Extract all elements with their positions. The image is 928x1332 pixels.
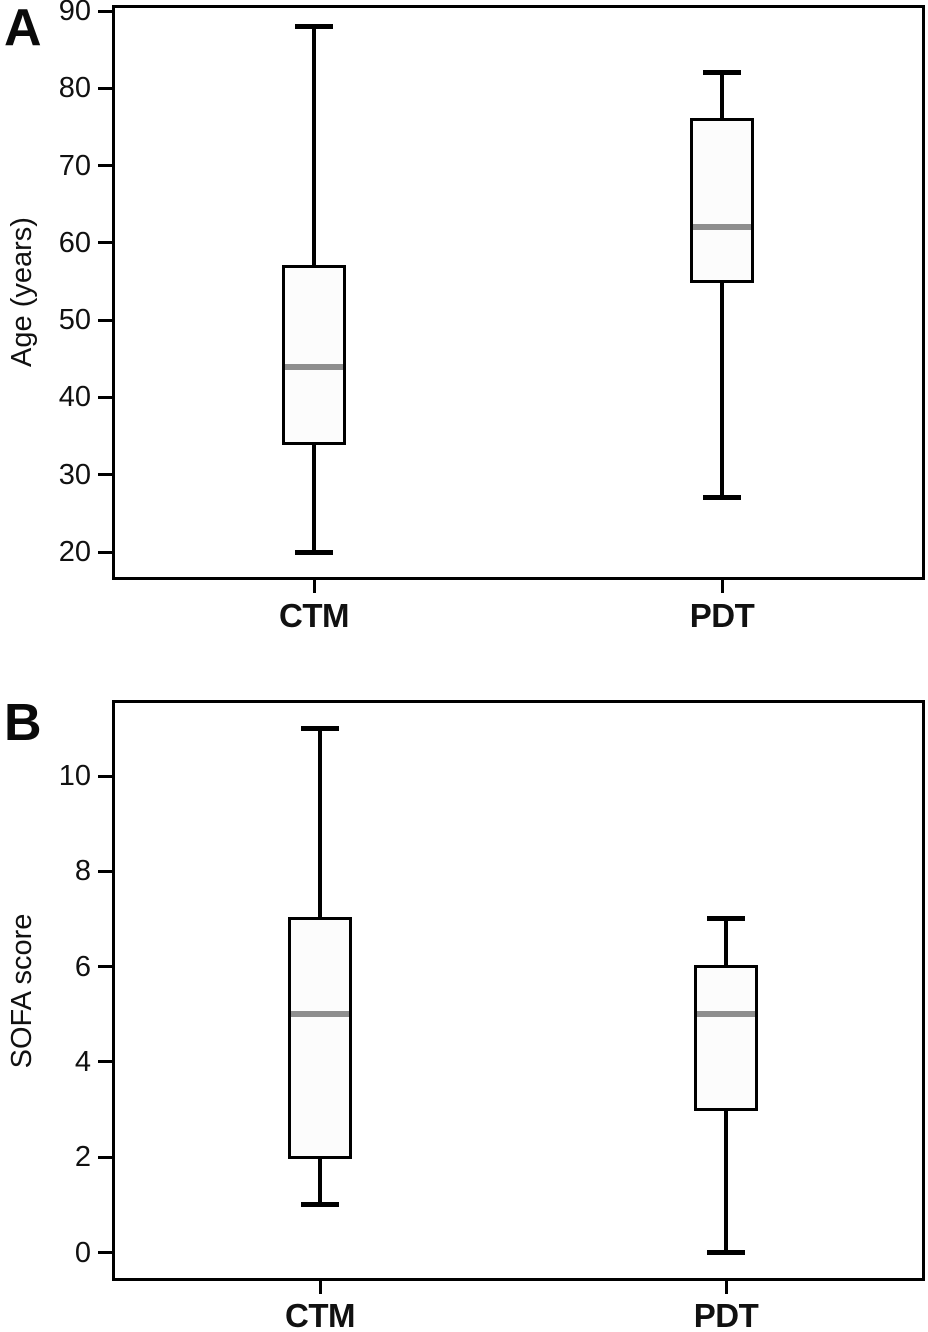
whisker-upper: [720, 72, 724, 120]
y-tick-mark-b: [98, 1060, 113, 1064]
x-tick-mark-a-ctm: [312, 580, 316, 593]
whisker-cap-upper: [707, 916, 745, 922]
median-line: [291, 1011, 349, 1018]
x-tick-mark-b-pdt: [724, 1281, 728, 1294]
panel-a-letter: A: [4, 0, 42, 57]
median-line: [693, 224, 751, 231]
iqr-box: [288, 917, 352, 1159]
y-tick-label-a: 70: [58, 149, 91, 182]
x-tick-mark-b-ctm: [318, 1281, 322, 1294]
whisker-cap-upper: [703, 70, 741, 76]
y-tick-label-b: 8: [74, 855, 91, 888]
whisker-cap-lower: [295, 549, 333, 555]
whisker-upper: [724, 918, 728, 967]
y-tick-label-b: 0: [74, 1236, 91, 1269]
whisker-cap-lower: [703, 495, 741, 501]
y-tick-mark-a: [98, 395, 113, 399]
median-line: [697, 1011, 755, 1018]
whisker-cap-upper: [301, 725, 339, 731]
y-tick-mark-a: [98, 9, 113, 13]
x-category-label-b-pdt: PDT: [693, 1297, 759, 1332]
y-tick-mark-a: [98, 550, 113, 554]
y-tick-label-a: 50: [58, 304, 91, 337]
x-category-label-b-ctm: CTM: [285, 1297, 355, 1332]
y-tick-mark-b: [98, 869, 113, 873]
panel-a-plot-area: [112, 5, 925, 580]
whisker-lower: [312, 443, 316, 552]
x-category-label-a-ctm: CTM: [279, 597, 349, 634]
y-tick-label-a: 40: [58, 381, 91, 414]
panel-b-y-axis-title: SOFA score: [6, 913, 38, 1069]
y-tick-label-a: 60: [58, 226, 91, 259]
y-tick-mark-a: [98, 86, 113, 90]
whisker-cap-lower: [301, 1202, 339, 1208]
y-tick-mark-a: [98, 473, 113, 477]
whisker-upper: [318, 728, 322, 919]
y-tick-mark-b: [98, 1155, 113, 1159]
y-tick-label-b: 10: [58, 760, 91, 792]
median-line: [285, 363, 343, 370]
y-tick-mark-b: [98, 1251, 113, 1254]
y-tick-label-a: 80: [58, 72, 91, 105]
iqr-box: [690, 117, 754, 283]
y-tick-mark-a: [98, 318, 113, 322]
iqr-box: [282, 264, 346, 446]
whisker-lower: [724, 1109, 728, 1253]
y-tick-label-a: 30: [58, 458, 91, 491]
y-tick-mark-b: [98, 965, 113, 969]
y-tick-label-b: 4: [74, 1045, 91, 1078]
y-tick-label-b: 6: [74, 950, 91, 983]
y-tick-label-b: 2: [74, 1141, 91, 1174]
whisker-cap-upper: [295, 23, 333, 29]
whisker-lower: [720, 281, 724, 498]
whisker-lower: [318, 1157, 322, 1205]
y-tick-label-a: 90: [58, 0, 91, 27]
y-tick-mark-b: [98, 774, 113, 778]
x-tick-mark-a-pdt: [720, 580, 724, 593]
y-tick-mark-a: [98, 164, 113, 168]
y-tick-mark-a: [98, 241, 113, 245]
whisker-cap-lower: [707, 1250, 745, 1255]
panel-b-plot-area: [112, 700, 925, 1281]
x-category-label-a-pdt: PDT: [689, 597, 755, 634]
whisker-upper: [312, 26, 316, 267]
panel-b-letter: B: [4, 694, 42, 752]
y-tick-label-a: 20: [58, 536, 91, 568]
iqr-box: [694, 965, 758, 1112]
